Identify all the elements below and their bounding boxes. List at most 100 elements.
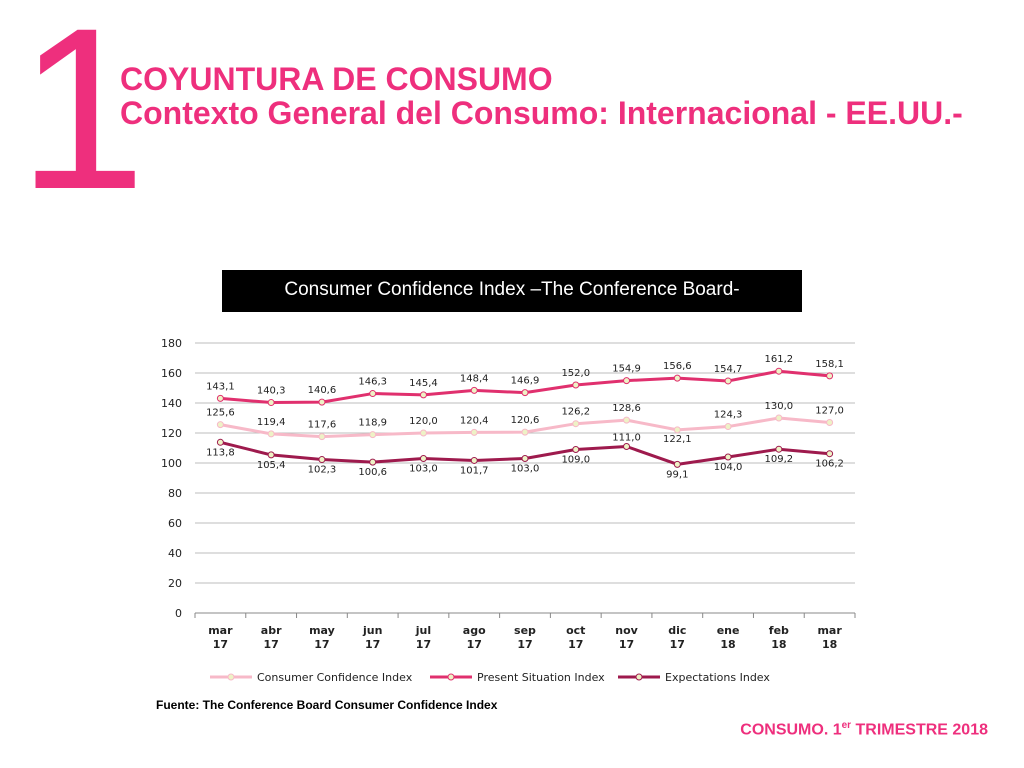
data-label: 102,3	[308, 465, 337, 476]
x-tick-label-year: 17	[467, 638, 482, 651]
data-point	[318, 433, 326, 441]
data-label: 120,0	[409, 416, 438, 427]
data-label: 156,6	[663, 361, 692, 372]
x-tick-label: sep	[514, 624, 536, 637]
y-tick-label: 160	[161, 367, 182, 380]
data-point	[267, 399, 275, 407]
data-label: 146,9	[511, 376, 540, 387]
footer-text-after: TRIMESTRE 2018	[851, 721, 989, 739]
x-tick-label-year: 17	[517, 638, 532, 651]
x-tick-label: ene	[717, 624, 740, 637]
data-label: 113,8	[206, 447, 235, 458]
data-point	[216, 438, 224, 446]
data-label: 143,1	[206, 381, 235, 392]
data-point	[470, 386, 478, 394]
data-point	[318, 398, 326, 406]
x-tick-label-year: 18	[720, 638, 735, 651]
data-point	[521, 455, 529, 462]
data-point	[521, 428, 529, 436]
chart-title: Consumer Confidence Index –The Conferenc…	[222, 270, 802, 312]
x-tick-label: abr	[261, 624, 282, 637]
x-tick-label-year: 17	[314, 638, 329, 651]
data-label: 109,2	[765, 454, 794, 465]
footer-label: CONSUMO. 1er TRIMESTRE 2018	[740, 720, 988, 739]
x-tick-label: dic	[668, 624, 686, 637]
legend-swatch-marker	[227, 673, 235, 681]
data-point	[369, 431, 377, 439]
legend-label: Consumer Confidence Index	[257, 671, 413, 684]
source-note: Fuente: The Conference Board Consumer Co…	[156, 698, 498, 712]
footer-text: CONSUMO. 1	[740, 721, 842, 739]
data-label: 140,3	[257, 386, 286, 397]
data-label: 100,6	[358, 467, 387, 478]
y-tick-label: 100	[161, 457, 182, 470]
data-point	[419, 455, 427, 462]
y-tick-label: 120	[161, 427, 182, 440]
data-label: 148,4	[460, 373, 489, 384]
data-label: 103,0	[511, 464, 540, 475]
x-tick-label-year: 17	[670, 638, 685, 651]
x-tick-label: may	[309, 624, 335, 637]
data-label: 161,2	[765, 354, 794, 365]
data-point	[724, 423, 732, 431]
data-label: 103,0	[409, 464, 438, 475]
y-tick-label: 40	[168, 547, 182, 560]
legend-swatch-marker	[447, 673, 455, 681]
y-tick-label: 20	[168, 577, 182, 590]
data-point	[216, 394, 224, 402]
data-point	[369, 390, 377, 398]
data-point	[216, 421, 224, 429]
data-label: 104,0	[714, 462, 743, 473]
data-point	[673, 426, 681, 434]
data-point	[470, 428, 478, 436]
legend-swatch-marker	[635, 673, 643, 681]
data-label: 152,0	[561, 368, 590, 379]
section-number: 1	[18, 0, 146, 237]
data-label: 128,6	[612, 403, 641, 414]
x-tick-label-year: 17	[263, 638, 278, 651]
data-point	[369, 458, 377, 466]
data-point	[470, 456, 478, 464]
data-label: 122,1	[663, 434, 692, 445]
data-label: 140,6	[308, 385, 337, 396]
x-tick-label: oct	[566, 624, 585, 637]
data-point	[775, 414, 783, 422]
data-label: 99,1	[666, 469, 688, 480]
data-label: 119,4	[257, 417, 286, 428]
data-point	[775, 445, 783, 453]
data-label: 101,7	[460, 465, 489, 476]
data-label: 109,0	[561, 455, 590, 466]
data-point	[623, 377, 631, 385]
data-point	[318, 456, 326, 464]
data-point	[419, 429, 427, 437]
x-tick-label-year: 18	[822, 638, 837, 651]
data-point	[521, 389, 529, 397]
data-point	[775, 367, 783, 375]
x-tick-label-year: 17	[213, 638, 228, 651]
data-label: 117,6	[308, 420, 337, 431]
data-point	[826, 419, 834, 426]
data-label: 154,9	[612, 364, 641, 375]
y-tick-label: 140	[161, 397, 182, 410]
data-point	[572, 381, 580, 389]
data-label: 126,2	[561, 407, 590, 418]
data-label: 106,2	[815, 459, 844, 470]
x-tick-label: jun	[362, 624, 382, 637]
data-label: 130,0	[765, 401, 794, 412]
x-tick-label: mar	[817, 624, 842, 637]
y-tick-label: 60	[168, 517, 182, 530]
data-label: 125,6	[206, 408, 235, 419]
line-chart: 020406080100120140160180mar17abr17may17j…	[161, 337, 856, 684]
data-point	[623, 443, 631, 450]
legend-label: Present Situation Index	[477, 671, 605, 684]
data-point	[724, 377, 732, 385]
data-label: 105,4	[257, 460, 286, 471]
data-point	[673, 460, 681, 468]
data-label: 111,0	[612, 433, 641, 444]
data-label: 127,0	[815, 406, 844, 417]
data-label: 145,4	[409, 378, 438, 389]
x-tick-label: ago	[463, 624, 486, 637]
x-tick-label-year: 17	[365, 638, 380, 651]
data-point	[826, 450, 834, 458]
x-tick-label: jul	[415, 624, 431, 637]
